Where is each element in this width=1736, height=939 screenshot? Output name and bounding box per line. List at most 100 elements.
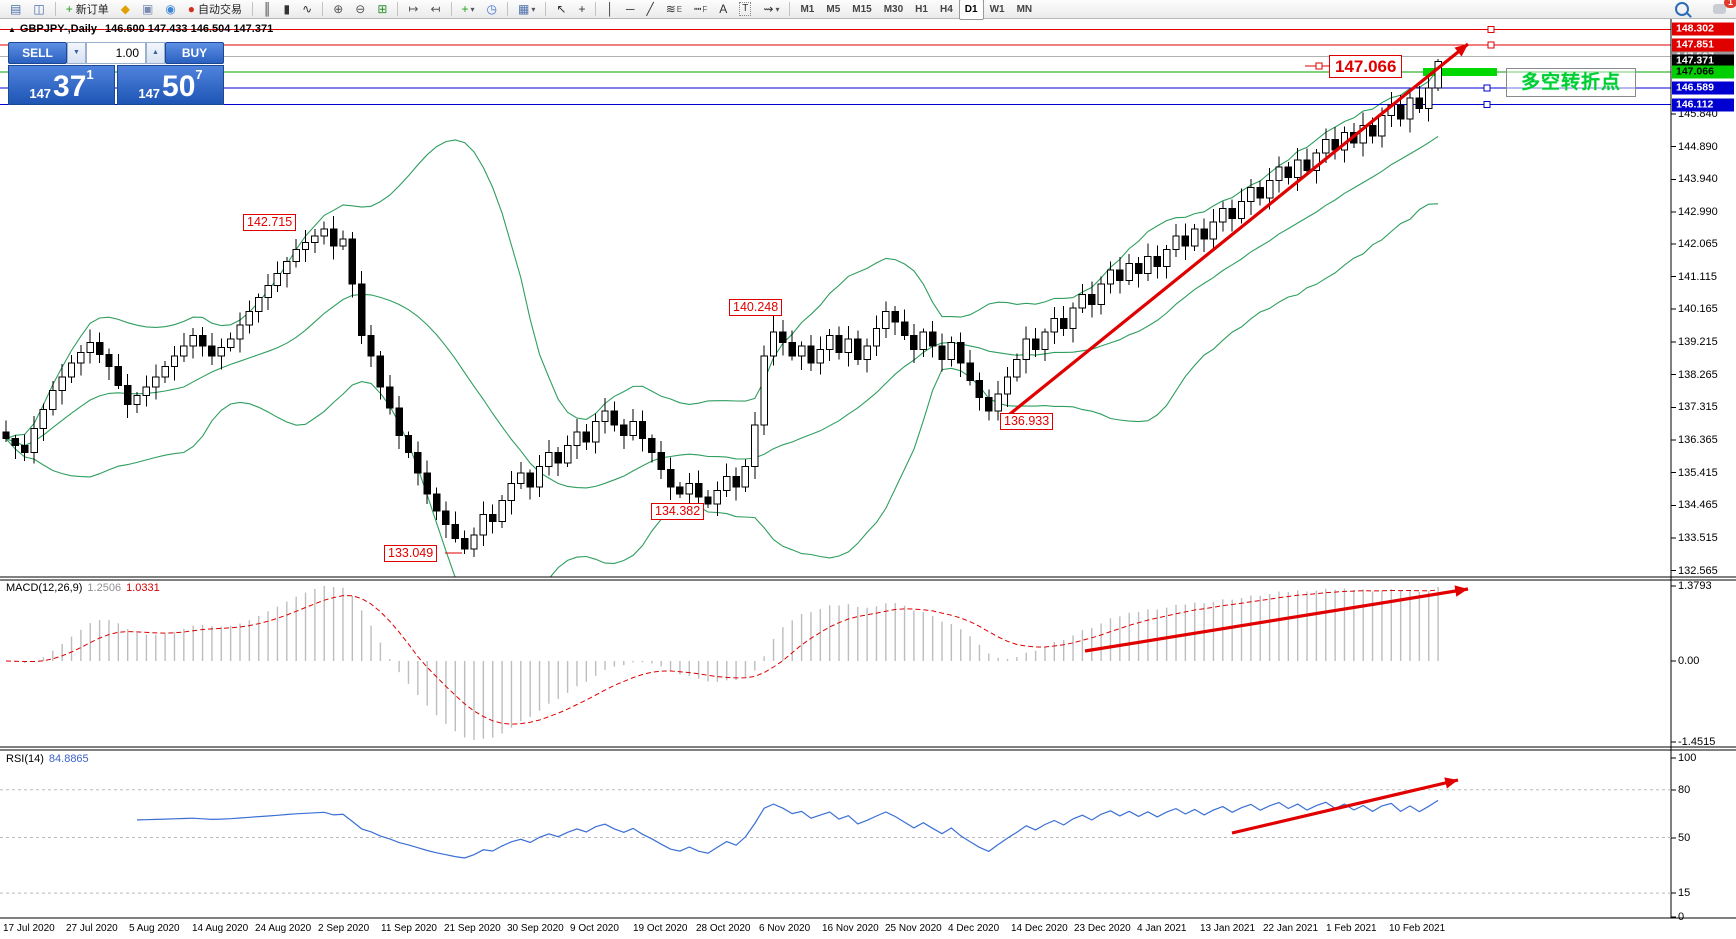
line-chart-button[interactable]: ∿ — [297, 0, 317, 19]
candle-body — [479, 513, 488, 536]
candle-body — [470, 534, 478, 550]
timeframe-w1-button[interactable]: W1 — [989, 3, 1005, 15]
candle-body — [283, 261, 291, 275]
line-handle[interactable] — [1483, 84, 1491, 92]
highlight-segment[interactable] — [1423, 67, 1497, 76]
zoom-in-button[interactable]: ⊕ — [328, 0, 348, 19]
timeframe-m15-button[interactable]: M15 — [852, 3, 872, 15]
periods-button[interactable]: ◷ — [482, 0, 502, 19]
label-handle[interactable] — [1315, 62, 1323, 70]
bar-chart-icon: ║ — [263, 1, 272, 16]
candle-body — [919, 331, 927, 350]
equidistant-channel-icon: ≋ — [665, 1, 676, 16]
candle-body — [1265, 180, 1274, 199]
timeframe-d1-button[interactable]: D1 — [958, 0, 984, 20]
market-watch-button[interactable]: ▤ — [5, 0, 26, 19]
auto-scroll-button[interactable]: ↦ — [403, 0, 423, 19]
candle-body — [273, 273, 282, 287]
timeframe-m5-button[interactable]: M5 — [826, 3, 841, 15]
volume-input[interactable]: 1.00 — [86, 42, 146, 64]
sell-price-box[interactable]: 147 37 1 — [8, 65, 115, 105]
candle-body — [414, 451, 422, 474]
candle-body — [694, 482, 703, 498]
candle-body — [629, 421, 637, 436]
new-chart-button[interactable]: + ▾ — [457, 0, 480, 19]
timeframe-h1-button[interactable]: H1 — [915, 3, 928, 15]
candle-body — [666, 469, 675, 488]
timeframe-toolbar: M1 M5 M15 M30 H1 H4 D1 W1 MN — [794, 0, 1038, 20]
candle-body — [58, 376, 66, 392]
buy-button[interactable]: BUY — [165, 42, 224, 64]
line-handle[interactable] — [1487, 41, 1495, 49]
search-button[interactable] — [1670, 0, 1694, 19]
candle-body — [67, 362, 76, 378]
sell-button[interactable]: SELL — [8, 42, 67, 64]
candle-body — [526, 472, 534, 488]
timeframe-m30-button[interactable]: M30 — [883, 3, 904, 15]
timeframe-m1-button[interactable]: M1 — [800, 3, 815, 15]
crosshair-button[interactable]: + — [573, 0, 590, 19]
autotrading-button[interactable]: ● 自动交易 — [183, 0, 247, 19]
zoom-in-icon: ⊕ — [333, 1, 344, 16]
equidistant-channel-button[interactable]: ≋ E — [661, 0, 687, 19]
candle-body — [329, 228, 338, 247]
toolbar-items: ▤ ◫ + 新订单 ◆ ▣ ◉ ● 自动交易 ║ ▮ ∿ ⊕ ⊖ ⊞ ↦ ↤ + ▾ ◷ ▦ ▾ ↖ + │ ─ ╱ ≋ E ┉ F A T ⇝ ▾ — [4, 0, 794, 19]
bollinger-middle — [5, 135, 1439, 489]
trendline-icon: ╱ — [646, 1, 654, 16]
trend-arrow-line[interactable] — [1231, 778, 1459, 835]
candle-body — [1415, 97, 1424, 109]
candle-body — [208, 345, 216, 357]
candle-body — [86, 341, 94, 354]
buy-price-sup: 7 — [195, 67, 203, 82]
zoom-out-button[interactable]: ⊖ — [350, 0, 370, 19]
trend-arrow-line[interactable] — [1003, 42, 1470, 420]
trendline-button[interactable]: ╱ — [641, 0, 658, 19]
timeframe-mn-button[interactable]: MN — [1016, 3, 1033, 15]
candle-body — [395, 407, 403, 436]
candlestick-chart-button[interactable]: ▮ — [279, 0, 296, 19]
candle-body — [1406, 97, 1414, 120]
buy-price-box[interactable]: 147 50 7 — [117, 65, 224, 105]
text-button[interactable]: A — [714, 0, 732, 19]
candle-body — [554, 451, 562, 464]
candle-body — [1209, 221, 1218, 240]
tile-windows-button[interactable]: ⊞ — [372, 0, 392, 19]
volume-decrease-button[interactable]: ▼ — [67, 42, 86, 64]
bar-chart-button[interactable]: ║ — [258, 0, 277, 19]
dropdown-caret-icon: ▾ — [531, 4, 536, 14]
signals-button[interactable]: ◉ — [160, 0, 180, 19]
horizontal-line-icon: ─ — [625, 1, 635, 16]
volume-increase-button[interactable]: ▲ — [146, 42, 165, 64]
new-order-button[interactable]: + 新订单 — [61, 0, 114, 19]
notifications-button[interactable]: 1 — [1696, 0, 1736, 19]
horizontal-line-button[interactable]: ─ — [621, 0, 640, 19]
text-label-button[interactable]: T — [734, 0, 756, 19]
vertical-line-button[interactable]: │ — [601, 0, 619, 19]
candle-body — [769, 331, 778, 357]
fibonacci-button[interactable]: ┉ F — [689, 0, 712, 19]
trend-arrow-line[interactable] — [1084, 587, 1469, 653]
timeframe-h4-button[interactable]: H4 — [939, 3, 953, 15]
chart-type-button[interactable]: ▦ ▾ — [513, 0, 540, 19]
candle-body — [807, 345, 815, 364]
chart-shift-icon: ↤ — [430, 1, 441, 16]
chart-shift-button[interactable]: ↤ — [425, 0, 445, 19]
candle-body — [320, 228, 328, 237]
toolbar-separator — [545, 2, 547, 16]
metaeditor-button[interactable]: ◆ — [116, 0, 135, 19]
candle-body — [498, 500, 506, 522]
candle-body — [311, 235, 319, 244]
toolbar-right: 1 — [1669, 0, 1736, 19]
arrows-button[interactable]: ⇝ ▾ — [758, 0, 784, 19]
line-handle[interactable] — [1487, 25, 1495, 33]
data-window-button[interactable]: ◫ — [28, 0, 49, 19]
bollinger-lower — [5, 203, 1439, 577]
candle-body — [367, 335, 375, 357]
sell-price-prefix: 147 — [29, 86, 52, 101]
dropdown-caret-icon: ▾ — [775, 4, 780, 14]
toolbar-separator — [450, 2, 452, 16]
cursor-button[interactable]: ↖ — [551, 0, 571, 19]
line-handle[interactable] — [1483, 101, 1491, 109]
expert-advisors-button[interactable]: ▣ — [137, 0, 158, 19]
